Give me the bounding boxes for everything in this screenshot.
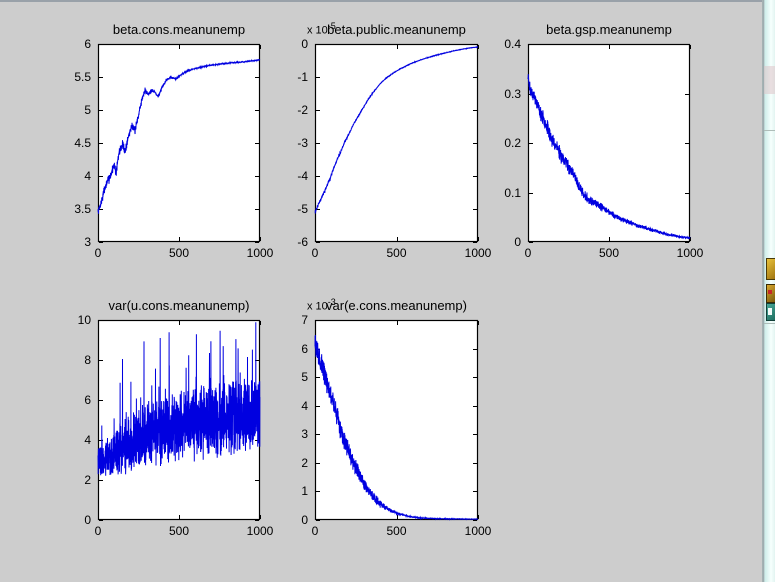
y-tick-label: 2	[301, 455, 308, 470]
x-tick-label: 500	[386, 524, 407, 538]
x-tick-label: 1000	[464, 524, 492, 538]
desktop-strip-separator	[764, 323, 775, 324]
chart-title: var(u.cons.meanunemp)	[108, 298, 250, 313]
axes-box	[314, 319, 479, 521]
y-tick-label: 0.4	[504, 37, 521, 51]
y-tick-label: 2	[84, 473, 91, 487]
desktop-strip-separator	[764, 130, 775, 131]
exponent-superscript: -3	[327, 297, 336, 307]
y-axis-exponent-label: x 10-5	[307, 21, 336, 37]
x-tick-label: 0	[311, 524, 319, 538]
y-tick-label: 4	[84, 169, 91, 183]
axes-var(e.cons.meanunemp)	[314, 319, 479, 521]
y-tick-label: 5	[301, 370, 308, 385]
y-tick-label: 0	[301, 513, 308, 527]
x-tick-label: 0	[311, 246, 319, 260]
trace-line	[527, 74, 691, 240]
trace-line	[97, 322, 261, 476]
x-tick-label: 1000	[676, 246, 704, 260]
axes-beta.cons.meanunemp	[97, 43, 261, 243]
app-icon[interactable]	[766, 303, 775, 321]
y-tick-label: 5	[84, 103, 91, 117]
y-tick-label: 3.5	[74, 202, 91, 216]
x-tick-label: 1000	[246, 524, 274, 538]
window-top-edge	[0, 0, 775, 2]
x-tick-label: 500	[168, 246, 190, 260]
axes-beta.public.meanunemp	[314, 43, 479, 243]
y-tick-label: -1	[297, 70, 308, 84]
chart-title: var(e.cons.meanunemp)	[326, 298, 467, 313]
chart-title: beta.public.meanunemp	[327, 22, 466, 37]
x-tick-label: 500	[386, 246, 407, 260]
y-tick-label: 3	[301, 427, 308, 442]
y-tick-label: -2	[297, 103, 308, 117]
y-tick-label: 0	[514, 235, 521, 249]
subplot-beta-public-meanunemp: beta.public.meanunemp x 10-5 0 500 1000 -6 -5-…	[275, 20, 492, 268]
subplot-beta-gsp-meanunemp: beta.gsp.meanunemp 0 500 1000 0 0.1 0.2 0.3 0.4	[488, 20, 704, 268]
y-tick-label: -3	[297, 136, 308, 150]
exponent-prefix: x 10	[307, 300, 328, 313]
y-tick-label: 10	[77, 313, 91, 327]
exponent-superscript: -5	[327, 21, 336, 31]
chart-title: beta.gsp.meanunemp	[546, 22, 672, 37]
y-tick-label: 4	[301, 398, 308, 413]
exponent-prefix: x 10	[307, 24, 328, 37]
axes-box	[314, 43, 479, 243]
axes-beta.gsp.meanunemp	[527, 43, 691, 243]
y-tick-label: 6	[84, 37, 91, 51]
x-tick-label: 0	[94, 246, 102, 260]
chart-title: beta.cons.meanunemp	[112, 22, 246, 37]
desktop-edge-strip	[762, 0, 775, 582]
y-tick-label: 3	[84, 235, 91, 249]
subplot-var-u-cons-meanunemp: var(u.cons.meanunemp) 0 500 1000 0 2 4 6 8 10	[58, 296, 274, 548]
subplot-beta-cons-meanunemp: beta.cons.meanunemp 0 500 1000 3 3.5 4 4.5 5 5.5 6	[58, 20, 274, 268]
y-tick-label: 0	[301, 37, 308, 51]
x-tick-label: 1000	[464, 246, 492, 260]
axes-var(u.cons.meanunemp)	[97, 319, 261, 521]
y-tick-label: 0.2	[504, 136, 521, 150]
y-tick-label: 0.3	[504, 86, 521, 101]
y-tick-label: 7	[301, 313, 308, 327]
y-tick-label: 4	[84, 433, 91, 447]
x-tick-label: 0	[524, 246, 532, 260]
axes-box	[527, 43, 691, 243]
y-tick-label: 5.5	[74, 70, 91, 84]
y-tick-label: -5	[297, 202, 308, 216]
y-tick-label: 0.1	[504, 185, 521, 200]
y-tick-label: 4.5	[74, 136, 91, 150]
y-tick-label: 6	[301, 341, 308, 356]
x-tick-label: 1000	[246, 246, 274, 260]
x-tick-label: 500	[598, 246, 620, 260]
x-tick-label: 500	[168, 524, 190, 538]
document-icon[interactable]	[766, 284, 775, 303]
x-tick-label: 0	[94, 524, 102, 538]
y-tick-label: 1	[301, 484, 308, 499]
trace-line	[314, 334, 479, 521]
y-tick-label: -6	[297, 235, 308, 249]
y-tick-label: 0	[84, 513, 91, 527]
desktop-strip-tint	[764, 66, 775, 94]
y-tick-label: 8	[84, 353, 91, 367]
y-tick-label: -4	[297, 169, 308, 183]
subplot-var-e-cons-meanunemp: var(e.cons.meanunemp) x 10-3 0 500 1000 0 1 2 3 4…	[275, 296, 492, 548]
folder-icon[interactable]	[766, 258, 775, 280]
trace-line	[314, 46, 479, 214]
y-tick-label: 6	[84, 393, 91, 407]
trace-line	[97, 58, 261, 214]
y-axis-exponent-label: x 10-3	[307, 297, 336, 313]
